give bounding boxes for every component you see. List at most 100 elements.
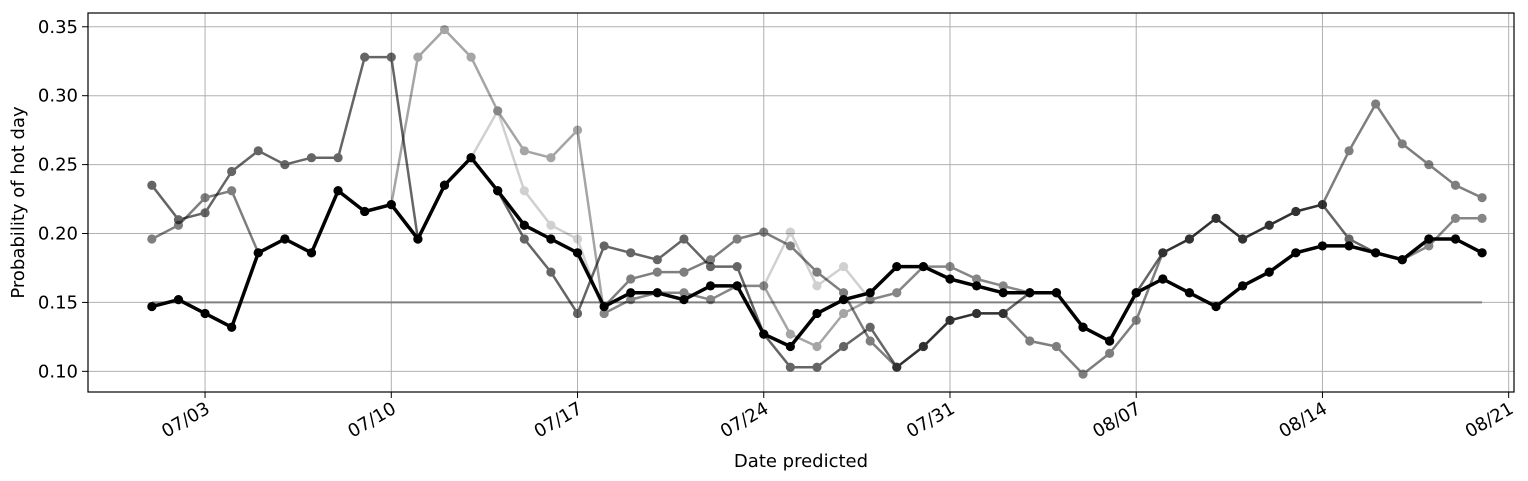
- data-point: [439, 24, 450, 35]
- x-tick-label: 08/21: [1462, 398, 1517, 442]
- data-point: [759, 227, 769, 237]
- data-point: [519, 220, 529, 230]
- data-point: [892, 261, 902, 272]
- data-point: [1051, 288, 1062, 298]
- data-point: [865, 322, 875, 332]
- data-point: [998, 281, 1008, 291]
- series-line: [151, 102, 1483, 376]
- data-point: [1344, 234, 1354, 244]
- y-tick-label: 0.35: [38, 17, 78, 38]
- data-point: [386, 199, 396, 210]
- data-point: [519, 234, 529, 244]
- data-point: [147, 234, 157, 244]
- data-point: [705, 281, 716, 291]
- data-point: [1317, 241, 1328, 251]
- data-point: [599, 308, 609, 319]
- data-point: [838, 261, 849, 272]
- data-point: [838, 288, 849, 298]
- data-point: [1238, 234, 1248, 244]
- data-point: [1291, 206, 1301, 217]
- data-point: [173, 295, 184, 305]
- data-point: [147, 301, 157, 312]
- data-point: [998, 288, 1008, 298]
- data-point: [652, 255, 662, 265]
- data-point: [1025, 288, 1035, 298]
- data-point: [1025, 336, 1035, 346]
- data-point: [1450, 180, 1461, 190]
- data-point: [892, 288, 902, 298]
- x-tick-label: 07/10: [344, 398, 399, 442]
- data-point: [413, 52, 423, 62]
- data-point: [945, 261, 955, 272]
- data-point: [599, 301, 609, 312]
- y-tick-label: 0.20: [38, 224, 78, 245]
- data-point: [759, 281, 769, 291]
- data-point: [1078, 369, 1088, 379]
- data-point: [785, 329, 795, 339]
- data-point: [200, 208, 210, 218]
- data-point: [253, 248, 263, 258]
- data-point: [865, 295, 875, 305]
- data-point: [1317, 199, 1328, 210]
- data-point: [413, 234, 423, 244]
- data-point: [519, 186, 529, 196]
- data-point: [493, 186, 503, 196]
- data-point: [306, 153, 317, 163]
- data-point: [892, 288, 902, 298]
- data-point: [785, 341, 795, 352]
- y-tick-label: 0.10: [38, 361, 78, 382]
- data-point: [732, 261, 742, 272]
- data-point: [360, 206, 370, 217]
- data-point: [466, 153, 476, 163]
- data-point: [865, 336, 875, 346]
- data-point: [386, 52, 396, 62]
- data-point: [1131, 315, 1141, 325]
- data-point: [626, 248, 636, 258]
- data-point: [1371, 99, 1381, 109]
- data-point: [1477, 213, 1487, 223]
- x-axis: 07/03 07/10 07/17 07/24 07/31 08/07 08/14 08/21: [158, 392, 1517, 442]
- data-point: [1450, 234, 1461, 244]
- data-point: [759, 329, 769, 339]
- data-point: [280, 234, 290, 244]
- data-point: [147, 180, 157, 190]
- data-point: [572, 234, 583, 244]
- data-point: [227, 186, 237, 196]
- data-point: [599, 308, 609, 319]
- data-point: [785, 227, 795, 237]
- data-point: [1264, 267, 1274, 277]
- data-point: [1397, 255, 1407, 265]
- data-point: [1424, 160, 1434, 170]
- data-point: [971, 308, 982, 319]
- data-point: [705, 295, 716, 305]
- data-point: [838, 341, 849, 352]
- series-line: [150, 55, 1483, 369]
- data-point: [599, 241, 609, 251]
- data-point: [1424, 241, 1434, 251]
- series-2: [147, 99, 1487, 379]
- data-point: [1238, 281, 1248, 291]
- series-line: [151, 155, 1483, 349]
- data-point: [572, 125, 583, 135]
- data-point: [1371, 248, 1381, 258]
- data-point: [519, 146, 529, 156]
- data-point: [1184, 234, 1195, 244]
- data-point: [971, 281, 982, 291]
- data-point: [626, 295, 636, 305]
- data-point: [572, 248, 583, 258]
- data-point: [1344, 241, 1354, 251]
- data-point: [705, 261, 716, 272]
- data-point: [1344, 146, 1354, 156]
- x-tick-label: 08/14: [1276, 398, 1331, 442]
- data-point: [546, 267, 556, 277]
- x-tick-label: 07/17: [531, 398, 586, 442]
- data-point: [1158, 248, 1168, 258]
- data-point: [759, 281, 769, 291]
- data-point: [865, 288, 875, 298]
- data-point: [466, 52, 476, 62]
- data-point: [227, 322, 237, 332]
- data-point: [626, 295, 636, 305]
- data-point: [626, 288, 636, 298]
- data-point: [1158, 274, 1168, 284]
